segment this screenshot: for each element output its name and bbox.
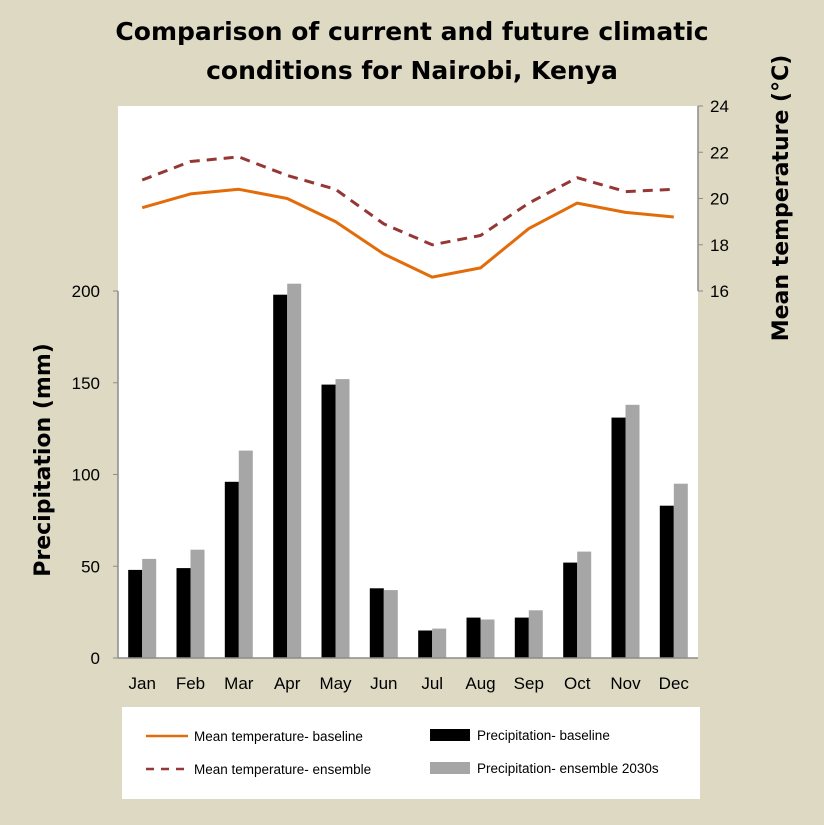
bar-precip-baseline (466, 617, 481, 658)
ticks-layer: 0 50 100 150 200 16 18 20 22 24 Jan Feb Mar Apr May Jun… (72, 97, 729, 693)
y-left-axis-title: Precipitation (mm) (31, 343, 56, 577)
bar-precip-baseline (563, 562, 578, 658)
bar-precip-baseline (418, 630, 433, 658)
legend-swatch-precip-baseline (430, 729, 470, 741)
chart-title-line-2: conditions for Nairobi, Kenya (206, 56, 618, 85)
lines-layer (141, 155, 674, 279)
legend-label-temp-ensemble: Mean temperature- ensemble (194, 762, 371, 777)
legend-label-temp-baseline: Mean temperature- baseline (194, 729, 363, 744)
y-left-tick-label: 100 (72, 466, 100, 485)
bar-precip-ensemble (432, 628, 447, 658)
x-tick-label: Jul (421, 674, 443, 693)
legend-swatch-precip-ensemble (430, 762, 470, 774)
legend-label-precip-ensemble: Precipitation- ensemble 2030s (477, 761, 659, 776)
y-right-tick-label: 24 (710, 97, 729, 116)
bar-precip-ensemble (335, 379, 350, 658)
y-right-tick-label: 18 (710, 236, 729, 255)
bar-precip-ensemble (190, 549, 205, 658)
bar-precip-ensemble (287, 283, 302, 658)
bar-precip-ensemble (142, 558, 157, 658)
chart-title-line-1: Comparison of current and future climati… (115, 17, 708, 46)
x-tick-label: Aug (465, 674, 495, 693)
line-temp-ensemble (141, 155, 674, 247)
bar-precip-ensemble (383, 590, 398, 658)
legend-box (122, 707, 700, 799)
x-tick-label: Sep (514, 674, 544, 693)
bar-precip-baseline (611, 417, 626, 658)
legend-label-precip-baseline: Precipitation- baseline (477, 728, 610, 743)
x-tick-label: Dec (659, 674, 690, 693)
plot-area (118, 106, 698, 658)
bar-precip-ensemble (577, 551, 592, 658)
bar-precip-ensemble (528, 610, 543, 658)
y-left-tick-label: 0 (91, 649, 100, 668)
bar-precip-ensemble (238, 450, 253, 658)
legend: Mean temperature- baseline Mean temperat… (146, 728, 659, 777)
bar-precip-ensemble (625, 404, 640, 658)
bar-precip-baseline (224, 481, 239, 658)
bar-precip-ensemble (673, 483, 688, 658)
y-right-tick-label: 22 (710, 143, 729, 162)
x-tick-label: Mar (224, 674, 254, 693)
bar-precip-baseline (514, 617, 529, 658)
bar-precip-baseline (321, 384, 336, 658)
x-tick-label: Jan (128, 674, 155, 693)
y-left-tick-label: 150 (72, 374, 100, 393)
y-left-tick-label: 50 (81, 557, 100, 576)
y-right-tick-label: 16 (710, 282, 729, 301)
x-tick-label: Oct (564, 674, 591, 693)
y-left-tick-label: 200 (72, 282, 100, 301)
bar-precip-baseline (369, 588, 384, 658)
x-tick-label: Jun (370, 674, 397, 693)
x-tick-label: Nov (610, 674, 641, 693)
x-tick-label: May (319, 674, 352, 693)
bar-precip-baseline (176, 568, 191, 658)
bar-precip-ensemble (480, 619, 495, 658)
bar-precip-baseline (128, 569, 143, 658)
line-temp-baseline (141, 187, 674, 279)
y-right-axis-title: Mean temperature (°C) (769, 55, 794, 342)
x-tick-label: Feb (176, 674, 205, 693)
bar-precip-baseline (659, 505, 674, 658)
bar-precip-baseline (273, 294, 288, 658)
x-tick-label: Apr (274, 674, 301, 693)
bars-layer (128, 283, 688, 658)
y-right-tick-label: 20 (710, 190, 729, 209)
